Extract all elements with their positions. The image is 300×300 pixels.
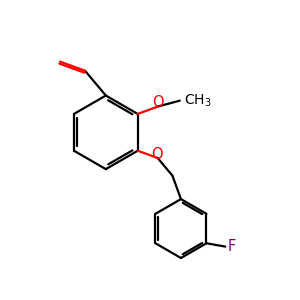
Text: O: O xyxy=(151,147,163,162)
Text: CH$_3$: CH$_3$ xyxy=(184,92,212,109)
Text: F: F xyxy=(228,239,236,254)
Text: O: O xyxy=(152,95,164,110)
